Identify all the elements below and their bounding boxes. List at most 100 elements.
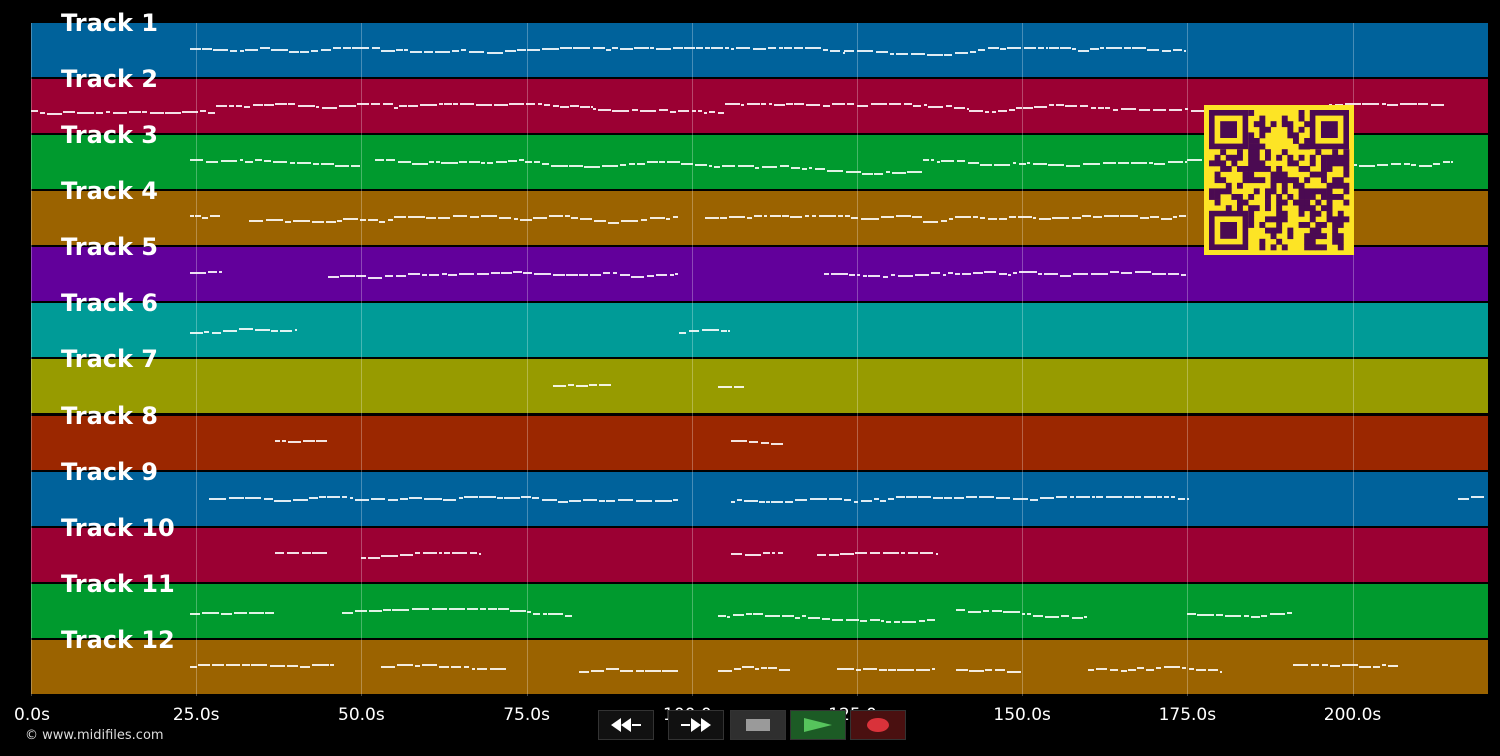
midi-note xyxy=(779,668,790,671)
time-gridline xyxy=(526,23,528,696)
track-lane-11[interactable] xyxy=(31,583,1488,638)
time-tick-label: 0.0s xyxy=(14,705,50,725)
midi-note xyxy=(726,616,731,619)
midi-note xyxy=(1156,495,1162,498)
midi-note xyxy=(811,215,816,218)
piano-roll[interactable] xyxy=(31,23,1488,696)
midi-note xyxy=(487,51,503,54)
midi-note xyxy=(747,103,760,106)
midi-note xyxy=(606,499,616,502)
midi-note xyxy=(753,613,764,616)
track-lane-6[interactable] xyxy=(31,303,1488,358)
midi-note xyxy=(1178,215,1187,218)
midi-note xyxy=(923,220,939,223)
midi-note xyxy=(544,104,551,107)
midi-note xyxy=(731,439,748,442)
midi-note xyxy=(945,105,952,108)
midi-note xyxy=(1183,49,1187,52)
record-button[interactable] xyxy=(850,710,906,740)
midi-note xyxy=(724,103,740,106)
time-gridline xyxy=(31,23,32,696)
midi-note xyxy=(733,614,744,617)
midi-note xyxy=(670,110,676,113)
midi-note xyxy=(381,665,396,668)
midi-note xyxy=(761,441,769,444)
midi-note xyxy=(339,105,356,108)
midi-note xyxy=(731,501,735,504)
midi-note xyxy=(105,111,111,114)
midi-note xyxy=(649,217,665,220)
midi-note xyxy=(846,103,855,106)
midi-note xyxy=(1243,615,1250,618)
midi-note xyxy=(341,612,354,615)
track-lane-10[interactable] xyxy=(31,527,1488,582)
midi-note xyxy=(998,109,1007,112)
midi-note xyxy=(412,162,428,165)
track-label: Track 3 xyxy=(61,121,159,150)
midi-note xyxy=(823,273,829,276)
stop-button[interactable] xyxy=(730,710,786,740)
midi-note xyxy=(428,160,434,163)
midi-note xyxy=(949,217,954,220)
midi-note xyxy=(703,111,707,114)
midi-note xyxy=(459,160,467,163)
midi-note xyxy=(954,106,966,109)
track-lane-5[interactable] xyxy=(31,247,1488,302)
midi-note xyxy=(525,160,533,163)
midi-note xyxy=(936,160,941,163)
track-lane-1[interactable] xyxy=(31,23,1488,77)
midi-note xyxy=(931,272,940,275)
midi-note xyxy=(591,106,594,109)
midi-note xyxy=(765,615,780,618)
midi-note xyxy=(509,609,527,612)
midi-note xyxy=(421,273,427,276)
midi-note xyxy=(592,107,596,110)
track-lane-8[interactable] xyxy=(31,415,1488,470)
midi-note xyxy=(301,551,311,554)
midi-note xyxy=(189,271,206,274)
midi-note xyxy=(910,52,926,55)
midi-note xyxy=(636,499,653,502)
midi-note xyxy=(771,442,784,445)
midi-note xyxy=(923,159,930,162)
midi-note xyxy=(271,330,279,333)
midi-note xyxy=(923,104,927,107)
midi-note xyxy=(1109,668,1119,671)
midi-note xyxy=(742,666,754,669)
midi-note xyxy=(770,215,781,218)
midi-note xyxy=(263,159,271,162)
midi-note xyxy=(891,171,906,174)
midi-note xyxy=(463,665,470,668)
midi-note xyxy=(464,496,478,499)
midi-note xyxy=(553,274,565,277)
midi-note xyxy=(1061,615,1070,618)
fast-forward-button[interactable] xyxy=(668,710,724,740)
rewind-button[interactable] xyxy=(598,710,654,740)
track-lane-7[interactable] xyxy=(31,359,1488,414)
midi-note xyxy=(1000,47,1006,50)
midi-note xyxy=(1152,108,1167,111)
midi-note xyxy=(233,612,247,615)
midi-note xyxy=(476,103,493,106)
midi-note xyxy=(327,495,340,498)
midi-note xyxy=(1182,667,1187,670)
track-label: Track 2 xyxy=(61,65,159,94)
time-tick-label: 50.0s xyxy=(338,705,385,725)
midi-note xyxy=(293,220,311,223)
track-lane-9[interactable] xyxy=(31,471,1488,526)
track-lane-12[interactable] xyxy=(31,639,1488,694)
midi-note xyxy=(794,616,801,619)
midi-note xyxy=(998,217,1007,220)
midi-note xyxy=(432,608,447,611)
midi-note xyxy=(481,161,486,164)
midi-note xyxy=(1109,271,1119,274)
midi-note xyxy=(420,103,437,106)
midi-note xyxy=(382,103,394,106)
midi-note xyxy=(969,670,984,673)
midi-note xyxy=(354,499,369,502)
midi-note xyxy=(1171,496,1175,499)
midi-note xyxy=(855,668,861,671)
play-button[interactable] xyxy=(790,710,846,740)
midi-note xyxy=(1008,215,1016,218)
midi-note xyxy=(1358,164,1376,167)
